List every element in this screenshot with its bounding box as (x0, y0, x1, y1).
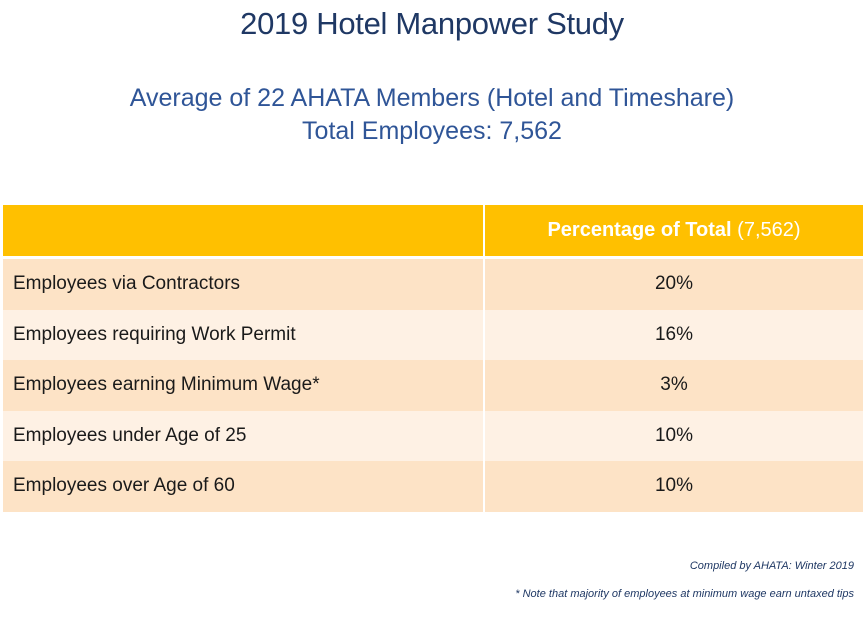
table-row: Employees via Contractors 20% (3, 259, 863, 310)
row-value: 20% (483, 259, 863, 310)
row-label: Employees under Age of 25 (13, 424, 247, 446)
row-label: Employees via Contractors (13, 273, 241, 295)
subtitle: Average of 22 AHATA Members (Hotel and T… (0, 82, 864, 148)
row-value: 10% (483, 461, 863, 512)
compiled-by-note: Compiled by AHATA: Winter 2019 (689, 560, 854, 572)
row-label: Employees requiring Work Permit (13, 323, 296, 345)
table-row: Employees requiring Work Permit 16% (3, 309, 863, 360)
page-title: 2019 Hotel Manpower Study (240, 6, 624, 41)
header-label-cell (3, 205, 483, 256)
table-header-row: Percentage of Total (7,562) (3, 205, 863, 259)
minimum-wage-footnote: * Note that majority of employees at min… (515, 588, 854, 600)
row-value: 3% (483, 360, 863, 411)
header-value-cell: Percentage of Total (7,562) (483, 205, 863, 256)
table-row: Employees under Age of 25 10% (3, 410, 863, 461)
row-value: 16% (483, 309, 863, 360)
row-value: 10% (483, 410, 863, 461)
header-percentage-label: Percentage of Total (547, 219, 732, 241)
row-label: Employees over Age of 60 (13, 475, 235, 497)
table-row: Employees over Age of 60 10% (3, 461, 863, 512)
subtitle-members: Average of 22 AHATA Members (Hotel and T… (129, 84, 735, 112)
subtitle-total-employees: Total Employees: 7,562 (302, 117, 562, 145)
manpower-table: Percentage of Total (7,562) Employees vi… (3, 205, 863, 512)
row-label: Employees earning Minimum Wage* (13, 374, 320, 396)
table-row: Employees earning Minimum Wage* 3% (3, 360, 863, 411)
header-total-count: (7,562) (737, 219, 801, 241)
